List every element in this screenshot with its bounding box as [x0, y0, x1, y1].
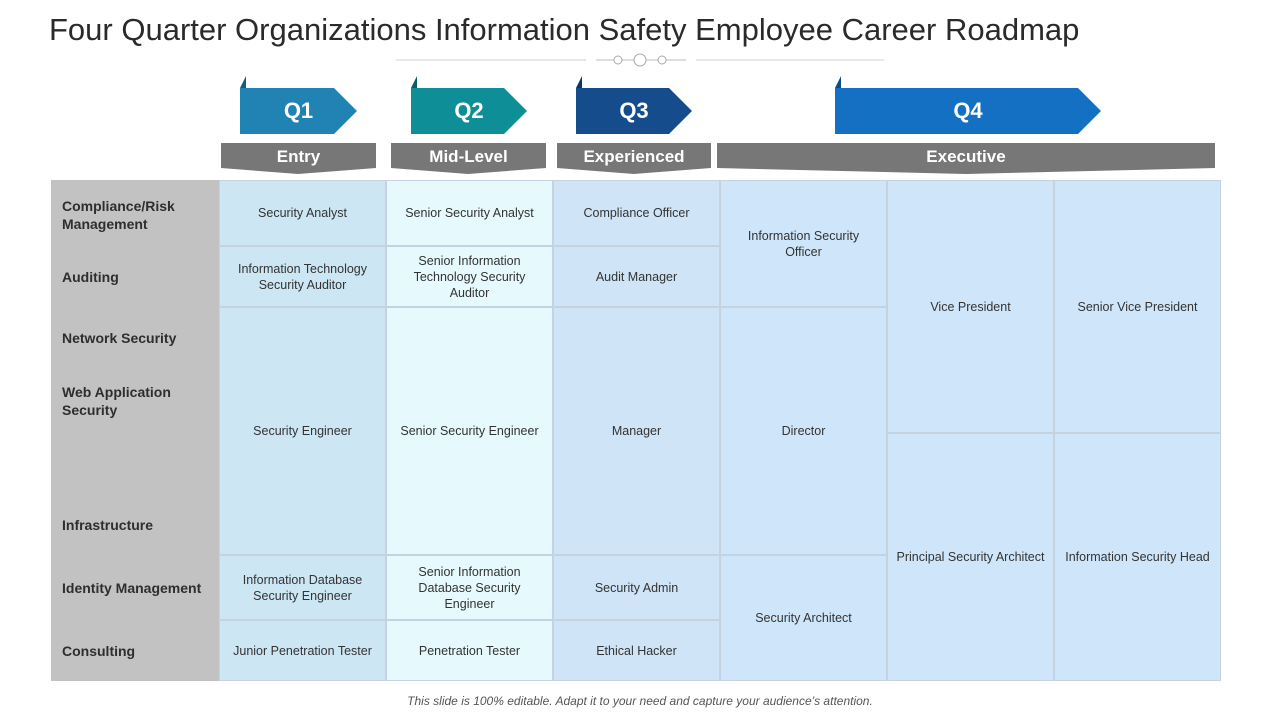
- cell-it-security-auditor: Information Technology Security Auditor: [219, 246, 386, 307]
- phase-bands: [221, 143, 1215, 174]
- footer-note: This slide is 100% editable. Adapt it to…: [407, 694, 873, 708]
- cell-senior-security-engineer: Senior Security Engineer: [386, 307, 553, 555]
- cell-compliance-officer: Compliance Officer: [553, 180, 720, 246]
- phase-band-executive: [717, 143, 1215, 174]
- cell-pen-tester: Penetration Tester: [386, 620, 553, 681]
- q3-label: Q3: [619, 98, 649, 123]
- q4-label: Q4: [953, 98, 983, 123]
- cell-security-analyst: Security Analyst: [219, 180, 386, 246]
- cell-audit-manager: Audit Manager: [553, 246, 720, 307]
- cell-senior-security-analyst: Senior Security Analyst: [386, 180, 553, 246]
- row-header-column: [51, 180, 219, 681]
- row-label-compliance: Compliance/Risk Management: [62, 198, 175, 232]
- phase-band-experienced: [557, 143, 711, 174]
- cell-info-security-officer: Information Security Officer: [720, 180, 887, 307]
- title-divider-ornament: [396, 53, 884, 67]
- quarter-arrows: [240, 76, 1101, 134]
- phase-executive: Executive: [926, 146, 1006, 166]
- row-label-infrastructure: Infrastructure: [62, 517, 154, 533]
- phase-band-entry: [221, 143, 376, 174]
- cell-info-security-head: Information Security Head: [1054, 433, 1221, 681]
- cell-senior-vice-president: Senior Vice President: [1054, 180, 1221, 433]
- row-label-identity-management: Identity Management: [62, 580, 202, 596]
- cell-ethical-hacker: Ethical Hacker: [553, 620, 720, 681]
- cell-security-engineer: Security Engineer: [219, 307, 386, 555]
- q4-arrow: [835, 76, 1101, 134]
- cell-vice-president: Vice President: [887, 180, 1054, 433]
- q1-arrow: [240, 76, 357, 134]
- cell-security-architect: Security Architect: [720, 555, 887, 681]
- phase-experienced: Experienced: [583, 146, 685, 166]
- cell-manager: Manager: [553, 307, 720, 555]
- q2-arrow: [411, 76, 527, 134]
- cell-principal-security-architect: Principal Security Architect: [887, 433, 1054, 681]
- cell-director: Director: [720, 307, 887, 555]
- q2-label: Q2: [454, 98, 484, 123]
- row-label-auditing: Auditing: [62, 269, 119, 285]
- cell-junior-pen-tester: Junior Penetration Tester: [219, 620, 386, 681]
- row-label-web-application-security: Web Application Security: [62, 384, 171, 418]
- row-label-network-security: Network Security: [62, 330, 177, 346]
- phase-band-mid-level: [391, 143, 546, 174]
- row-label-consulting: Consulting: [62, 643, 136, 659]
- q1-label: Q1: [283, 98, 314, 123]
- phase-entry: Entry: [276, 146, 321, 166]
- page-title: Four Quarter Organizations Information S…: [49, 12, 1080, 47]
- cell-senior-db-security-engineer: Senior Information Database Security Eng…: [386, 555, 553, 620]
- phase-mid-level: Mid-Level: [429, 146, 508, 166]
- cell-db-security-engineer: Information Database Security Engineer: [219, 555, 386, 620]
- q3-arrow: [576, 76, 692, 134]
- cell-security-admin: Security Admin: [553, 555, 720, 620]
- cell-senior-it-security-auditor: Senior Information Technology Security A…: [386, 246, 553, 307]
